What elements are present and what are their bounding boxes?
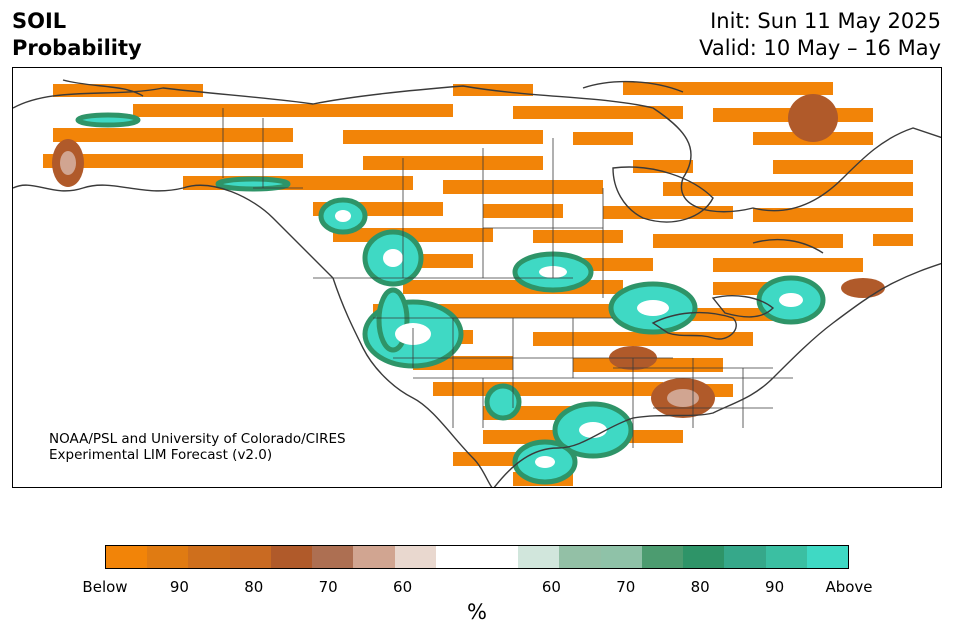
colorbar-tick-label: 80 xyxy=(244,578,264,596)
colorbar-tick-label: 90 xyxy=(169,578,189,596)
init-date: Init: Sun 11 May 2025 xyxy=(710,9,941,33)
colorbar-segment xyxy=(806,546,848,568)
colorbar-label: % xyxy=(467,600,487,624)
colorbar-tick-label: 80 xyxy=(690,578,710,596)
colorbar-segment xyxy=(518,546,560,568)
map-title: SOIL Probability xyxy=(12,8,142,62)
colorbar-segment xyxy=(683,546,725,568)
colorbar-segment xyxy=(312,546,354,568)
credit-line-2: Experimental LIM Forecast (v2.0) xyxy=(49,447,273,463)
political-boundaries xyxy=(222,108,793,448)
colorbar-segment xyxy=(435,546,477,568)
title-type: Probability xyxy=(12,36,142,60)
colorbar-tick-label: 60 xyxy=(393,578,413,596)
colorbar-tick-label: Below xyxy=(82,578,128,596)
map-credit: NOAA/PSL and University of Colorado/CIRE… xyxy=(49,431,346,463)
colorbar-tick-label: Above xyxy=(825,578,873,596)
colorbar-segment xyxy=(147,546,189,568)
above-probability-zones xyxy=(75,112,826,485)
colorbar-segment xyxy=(270,546,313,568)
colorbar-segment xyxy=(188,546,230,568)
colorbar-segment xyxy=(641,546,684,568)
colorbar-tick-label: 90 xyxy=(765,578,785,596)
credit-line-1: NOAA/PSL and University of Colorado/CIRE… xyxy=(49,431,346,447)
colorbar-tick-label: 70 xyxy=(616,578,636,596)
colorbar xyxy=(105,545,849,569)
colorbar-segment xyxy=(394,546,436,568)
valid-range: Valid: 10 May – 16 May xyxy=(699,36,941,60)
colorbar-segment xyxy=(559,546,601,568)
title-variable: SOIL xyxy=(12,9,67,33)
map-panel xyxy=(12,67,942,488)
colorbar-segment xyxy=(765,546,807,568)
colorbar-segment xyxy=(476,546,519,568)
colorbar-segment xyxy=(106,546,148,568)
colorbar-segment xyxy=(600,546,642,568)
colorbar-segment xyxy=(724,546,766,568)
colorbar-segment xyxy=(353,546,395,568)
colorbar-tick-label: 70 xyxy=(318,578,338,596)
colorbar-segment xyxy=(229,546,271,568)
brown-transition-zones xyxy=(52,94,885,418)
map-dates: Init: Sun 11 May 2025 Valid: 10 May – 16… xyxy=(699,8,941,62)
colorbar-ticks: Below 90 80 70 60 60 70 80 90 Above xyxy=(82,578,872,598)
forecast-map xyxy=(13,79,941,487)
colorbar-tick-label: 60 xyxy=(541,578,561,596)
geographic-outlines xyxy=(13,79,941,487)
